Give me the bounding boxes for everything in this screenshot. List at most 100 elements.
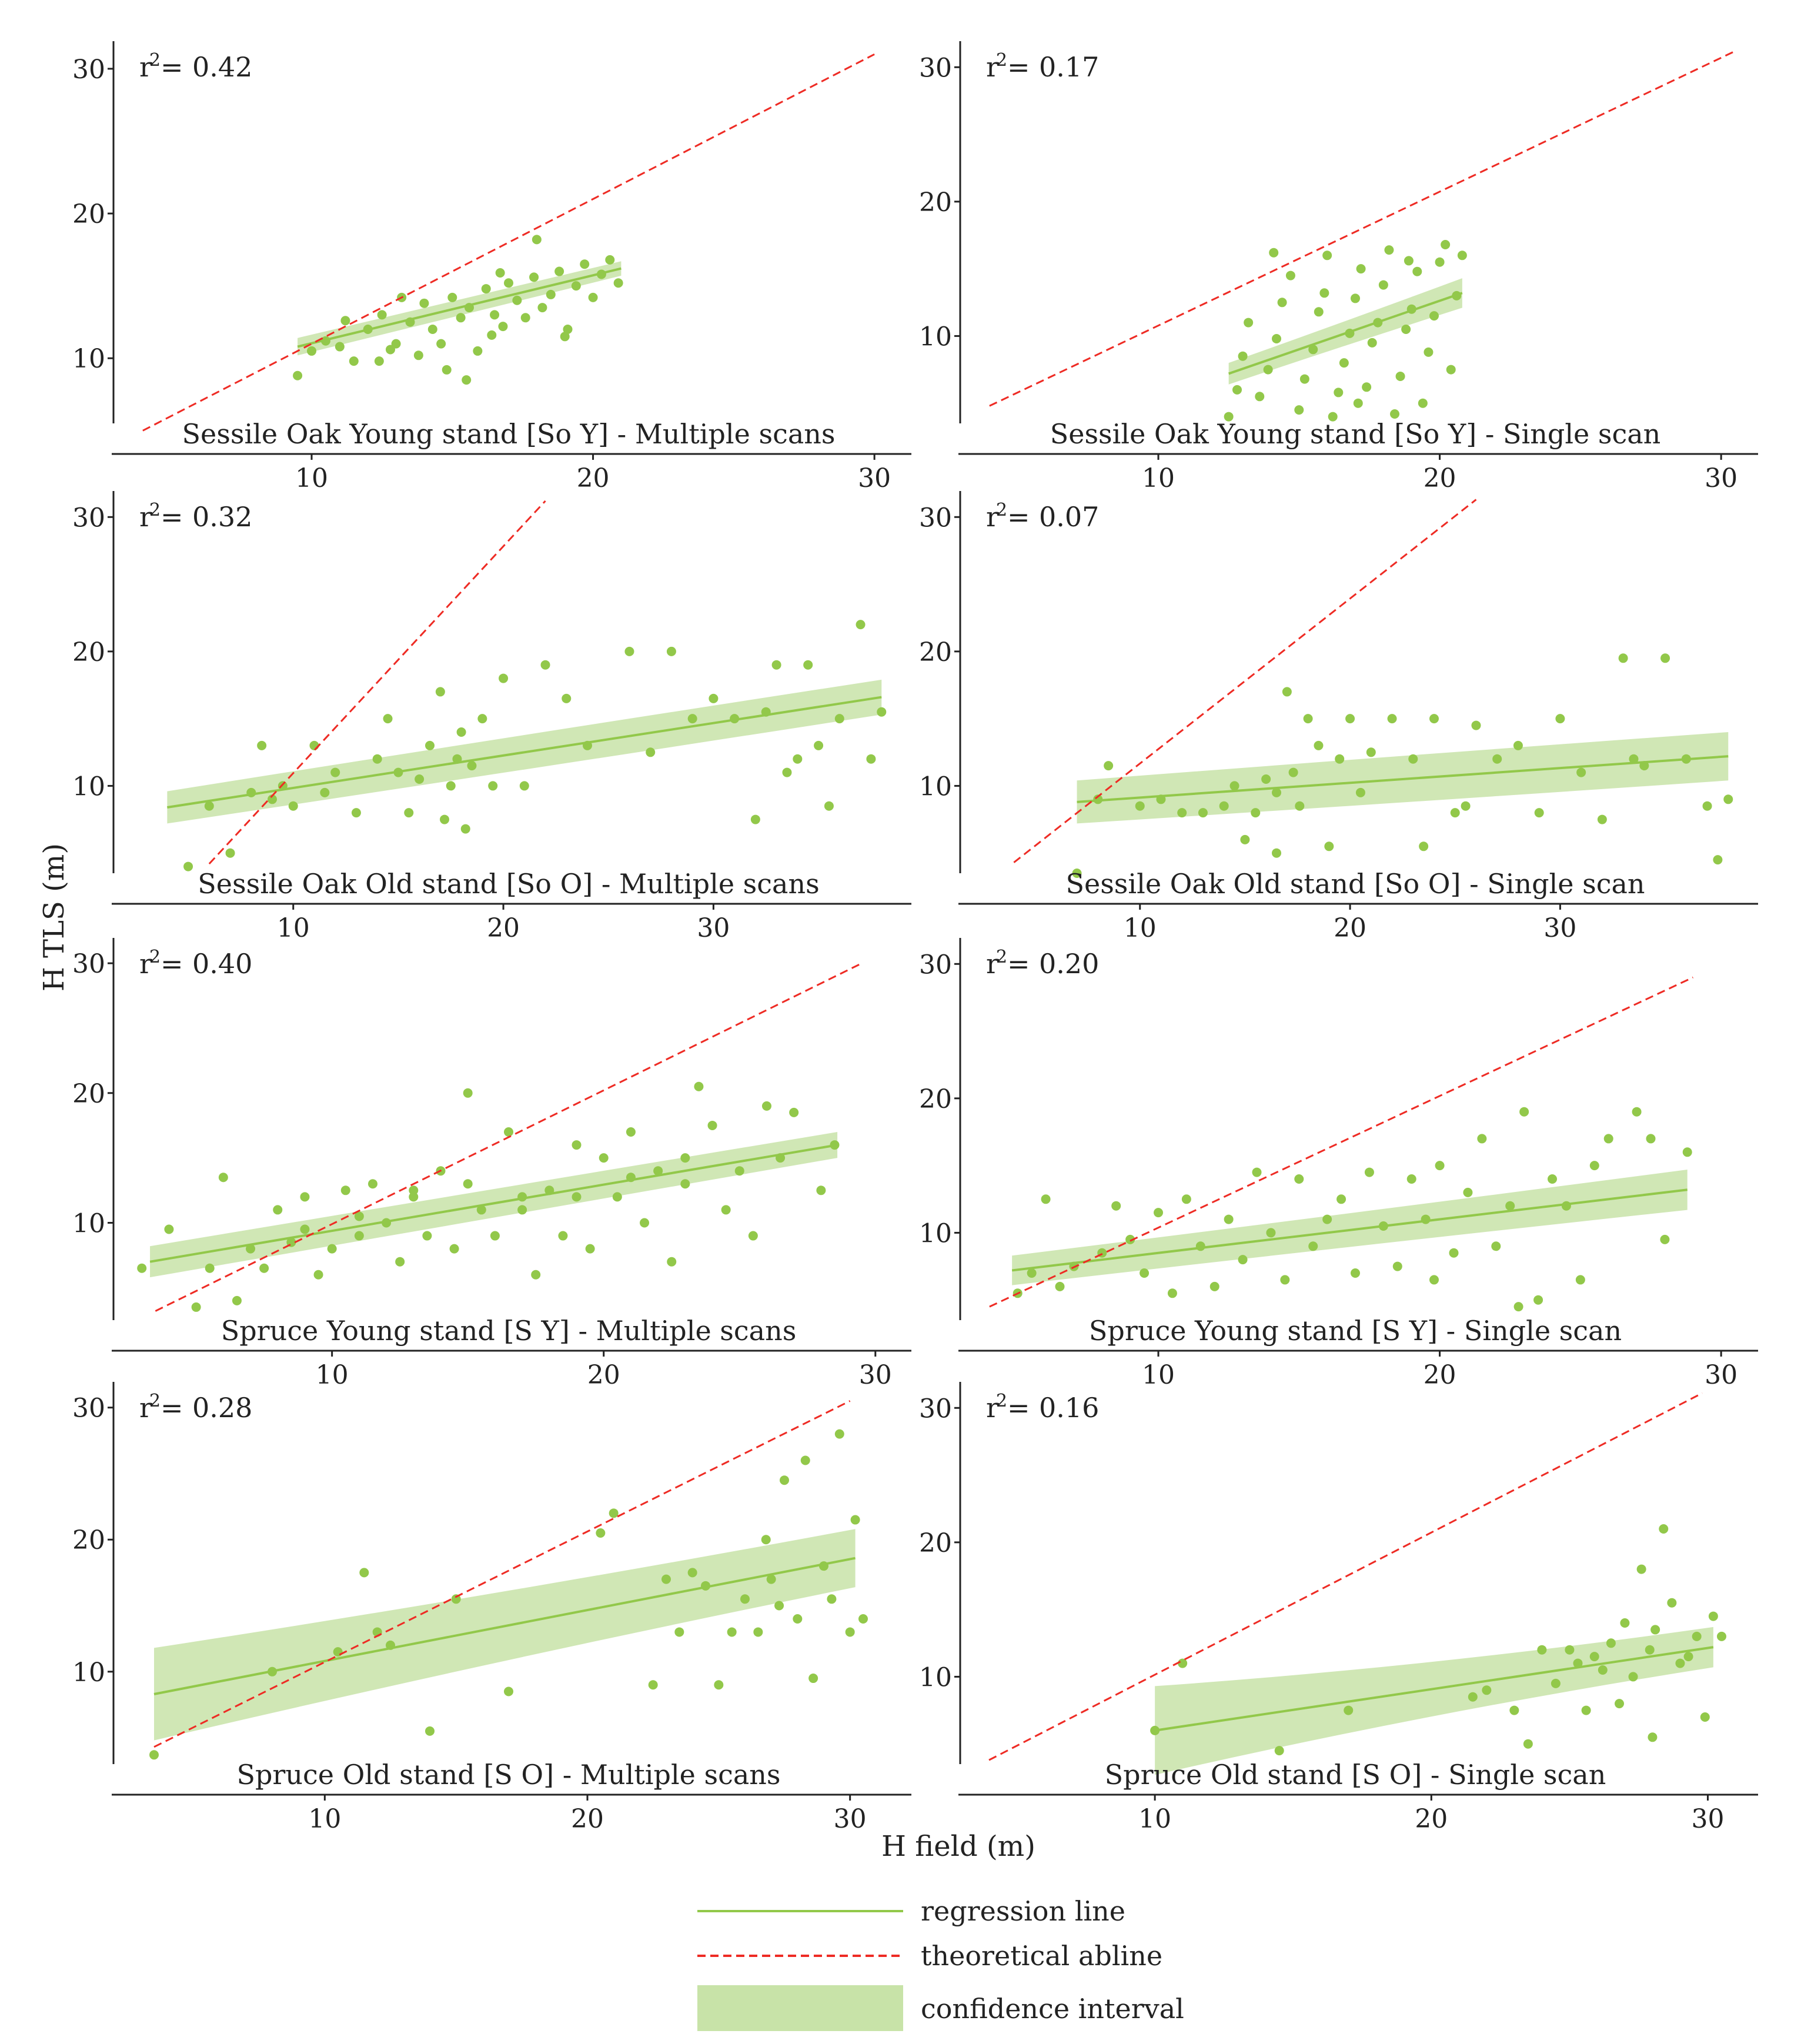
data-point [1441,240,1451,249]
data-point [1628,1672,1638,1682]
data-point [1618,653,1628,663]
data-point [1266,1228,1276,1238]
data-point [646,747,656,757]
y-tick-label: 20 [72,1525,105,1555]
data-point [205,1263,215,1273]
y-tick-label: 10 [72,344,105,374]
y-tick-label: 30 [72,503,105,533]
data-point [440,814,450,824]
theoretical-abline [155,962,863,1312]
data-point [1429,311,1439,321]
data-point [1461,801,1471,811]
data-point [1700,1712,1710,1722]
data-point [1238,351,1248,361]
r2-prefix: r [986,948,999,980]
data-point [1632,1107,1642,1117]
data-point [1384,245,1394,255]
data-point [1238,1255,1248,1265]
r2-equals: = [1007,948,1030,980]
data-point [1334,388,1344,398]
panel-5: 10 20 30 10 20 30 r2 = 0.40 Spruce Young stand [S… [72,938,911,1390]
data-point [1477,1134,1487,1144]
data-point [467,761,477,771]
data-point [1387,714,1397,724]
data-point [753,1627,763,1637]
r2-label: r2 = 0.40 [139,947,252,980]
data-point [1429,1275,1439,1285]
data-point [1251,808,1261,818]
y-tick-label: 20 [919,1084,952,1114]
data-point [409,1185,419,1195]
y-tick-label: 30 [919,503,952,533]
data-point [504,1686,513,1696]
data-point [580,259,590,269]
data-point [800,1455,810,1465]
data-point [782,767,792,777]
data-point [476,1205,486,1215]
data-point [1351,1268,1360,1278]
data-point [1027,1268,1037,1278]
data-point [1682,1147,1692,1157]
r2-prefix: r [139,1392,152,1424]
data-point [653,1166,663,1176]
data-point [1072,869,1082,878]
data-point [259,1263,269,1273]
data-point [1457,251,1467,260]
data-point [721,1205,731,1215]
data-point [1104,761,1114,771]
r2-value: 0.16 [1039,1392,1099,1424]
data-point [572,1140,582,1150]
data-point [1660,653,1670,663]
regression-line [153,1557,856,1695]
data-point [1468,1692,1478,1702]
data-point [351,808,361,818]
theoretical-abline [989,50,1736,407]
data-point [1573,1658,1583,1668]
data-point [1209,1281,1219,1291]
data-point [780,1475,789,1485]
data-point [307,346,316,356]
data-point [1055,1281,1065,1291]
legend-ci-label: confidence interval [921,1993,1184,2025]
x-tick-label: 10 [1124,913,1157,943]
y-tick-label: 30 [72,1394,105,1424]
data-point [707,1120,717,1130]
data-point [814,740,824,750]
data-point [1534,808,1544,818]
data-point [540,660,550,670]
data-point [1362,382,1372,392]
data-point [1314,307,1324,317]
r2-value: 0.17 [1039,51,1099,83]
data-point [1282,687,1292,697]
r2-label: r2 = 0.20 [986,947,1099,980]
data-point [1367,338,1377,348]
regression-line [1154,1646,1714,1732]
data-point [449,1244,459,1254]
data-point [425,740,435,750]
data-point [460,824,470,834]
data-point [1412,266,1422,276]
data-point [1272,848,1281,858]
x-tick-label: 10 [277,913,310,943]
data-point [1513,740,1523,750]
data-point [1418,398,1428,408]
data-point [293,370,303,380]
data-point [1491,1241,1501,1251]
data-point [609,1508,619,1518]
data-point [1378,280,1388,290]
data-point [1285,270,1295,280]
data-point [1650,1625,1660,1635]
data-point [333,1647,343,1657]
r2-label: r2 = 0.07 [986,500,1099,533]
data-point [648,1680,658,1690]
x-tick-label: 10 [308,1804,341,1834]
panel-1: 10 20 30 10 20 30 r2 = 0.42 Sessile Oak Young sta… [72,41,911,493]
panel-title: Sessile Oak Old stand [So O] - Multiple … [198,868,819,900]
data-point [427,325,437,334]
data-point [442,365,452,375]
data-point [320,787,330,797]
data-point [1449,1248,1459,1258]
y-tick-label: 10 [72,771,105,801]
data-point [1424,347,1434,357]
data-point [612,1192,622,1202]
